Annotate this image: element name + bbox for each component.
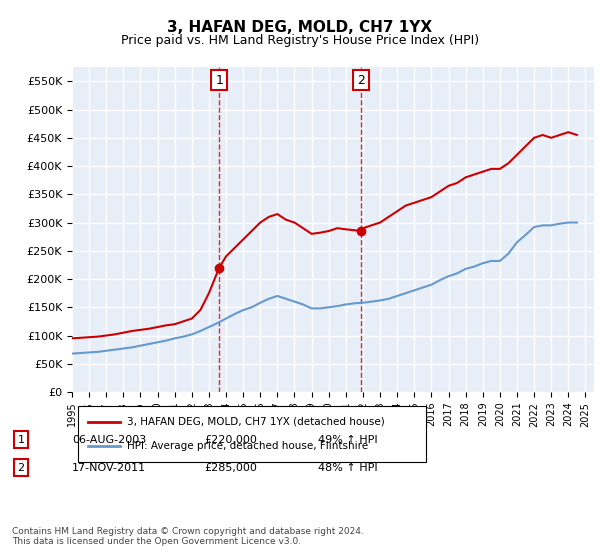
Text: 48% ↑ HPI: 48% ↑ HPI — [318, 463, 377, 473]
Text: 1: 1 — [17, 435, 25, 445]
Text: £285,000: £285,000 — [204, 463, 257, 473]
FancyBboxPatch shape — [78, 406, 426, 462]
Text: 2: 2 — [17, 463, 25, 473]
Text: 2: 2 — [357, 74, 365, 87]
Text: 17-NOV-2011: 17-NOV-2011 — [72, 463, 146, 473]
Text: 06-AUG-2003: 06-AUG-2003 — [72, 435, 146, 445]
Text: 1: 1 — [215, 74, 223, 87]
Text: 49% ↑ HPI: 49% ↑ HPI — [318, 435, 377, 445]
Text: Price paid vs. HM Land Registry's House Price Index (HPI): Price paid vs. HM Land Registry's House … — [121, 34, 479, 46]
Text: £220,000: £220,000 — [204, 435, 257, 445]
Text: 3, HAFAN DEG, MOLD, CH7 1YX (detached house): 3, HAFAN DEG, MOLD, CH7 1YX (detached ho… — [127, 417, 385, 427]
Text: 3, HAFAN DEG, MOLD, CH7 1YX: 3, HAFAN DEG, MOLD, CH7 1YX — [167, 20, 433, 35]
Text: Contains HM Land Registry data © Crown copyright and database right 2024.
This d: Contains HM Land Registry data © Crown c… — [12, 526, 364, 546]
Text: HPI: Average price, detached house, Flintshire: HPI: Average price, detached house, Flin… — [127, 441, 368, 451]
